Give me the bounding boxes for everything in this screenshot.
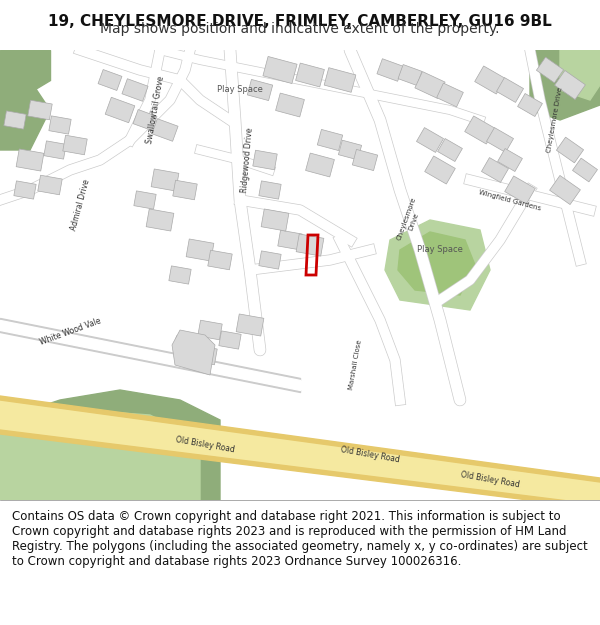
Bar [169, 266, 191, 284]
Polygon shape [560, 50, 600, 100]
Bar [464, 116, 496, 144]
Text: 19, CHEYLESMORE DRIVE, FRIMLEY, CAMBERLEY, GU16 9BL: 19, CHEYLESMORE DRIVE, FRIMLEY, CAMBERLE… [48, 14, 552, 29]
Bar [193, 345, 217, 365]
Bar [497, 149, 523, 171]
Bar [98, 69, 122, 91]
Bar [253, 150, 277, 170]
Bar [554, 71, 586, 99]
Bar [324, 68, 356, 92]
Bar [247, 79, 272, 101]
Polygon shape [398, 232, 475, 295]
Text: Marshall Close: Marshall Close [347, 339, 362, 391]
Bar [44, 141, 66, 159]
Bar [208, 250, 232, 270]
Text: Admiral Drive: Admiral Drive [69, 178, 91, 232]
Bar [259, 251, 281, 269]
Bar [133, 109, 157, 131]
Bar [186, 239, 214, 261]
Bar [496, 78, 524, 102]
Bar [481, 158, 509, 182]
Bar [317, 129, 343, 151]
Bar [487, 127, 514, 152]
Bar [352, 149, 377, 171]
Bar [28, 100, 52, 120]
Text: Swallowtail Grove: Swallowtail Grove [145, 76, 166, 144]
Bar [134, 191, 156, 209]
Text: Play Space: Play Space [217, 86, 263, 94]
Bar [518, 94, 542, 116]
Text: Map shows position and indicative extent of the property.: Map shows position and indicative extent… [100, 22, 500, 36]
Polygon shape [530, 50, 600, 120]
Bar [296, 63, 325, 87]
Bar [550, 176, 580, 204]
Bar [152, 119, 178, 141]
Bar [278, 230, 302, 250]
Bar [16, 149, 44, 171]
Text: Cheylesmore Drive: Cheylesmore Drive [546, 87, 564, 153]
Bar [4, 111, 26, 129]
Text: Old Bisley Road: Old Bisley Road [340, 446, 400, 464]
Bar [146, 209, 174, 231]
Bar [572, 158, 598, 182]
Bar [338, 140, 362, 160]
Polygon shape [0, 70, 50, 150]
Bar [122, 79, 148, 101]
Bar [261, 209, 289, 231]
Polygon shape [0, 50, 50, 110]
Text: Ridgewood Drive: Ridgewood Drive [239, 127, 254, 193]
Bar [296, 234, 324, 256]
Polygon shape [385, 220, 490, 310]
Bar [263, 56, 297, 84]
Bar [259, 181, 281, 199]
Bar [377, 59, 403, 81]
Bar [437, 83, 463, 107]
Bar [49, 116, 71, 134]
Bar [505, 176, 535, 204]
Polygon shape [0, 390, 220, 500]
Bar [415, 71, 445, 99]
Text: White Wood Vale: White Wood Vale [38, 317, 102, 348]
Bar [151, 169, 179, 191]
Text: Play Space: Play Space [417, 246, 463, 254]
Bar [38, 175, 62, 195]
Polygon shape [172, 330, 215, 375]
Bar [305, 153, 334, 177]
Bar [437, 139, 463, 161]
Bar [14, 181, 36, 199]
Bar [236, 314, 264, 336]
Bar [425, 156, 455, 184]
Bar [556, 137, 584, 163]
Bar [275, 93, 304, 117]
Text: Wingfield Gardens: Wingfield Gardens [478, 189, 542, 211]
Bar [174, 336, 196, 354]
Text: Cheylesmore
Drive: Cheylesmore Drive [396, 196, 424, 244]
Polygon shape [0, 410, 200, 500]
Bar [475, 66, 505, 94]
Bar [398, 64, 422, 86]
Text: Contains OS data © Crown copyright and database right 2021. This information is : Contains OS data © Crown copyright and d… [12, 510, 588, 568]
Bar [173, 180, 197, 200]
Bar [63, 135, 87, 155]
Bar [536, 57, 563, 83]
Bar [105, 98, 135, 122]
Text: Old Bisley Road: Old Bisley Road [175, 436, 235, 454]
Text: Old Bisley Road: Old Bisley Road [460, 471, 520, 489]
Bar [219, 331, 241, 349]
Bar [416, 127, 443, 152]
Bar [198, 320, 222, 340]
